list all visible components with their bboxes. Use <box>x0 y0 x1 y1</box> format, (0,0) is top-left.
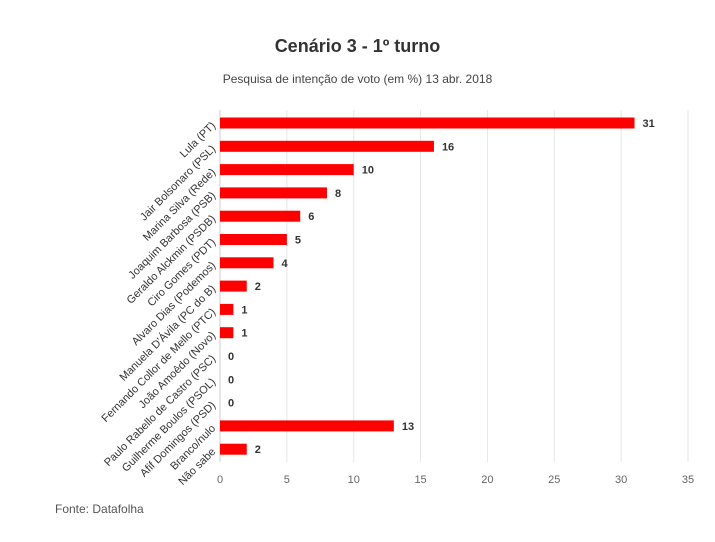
data-label: 4 <box>281 258 288 270</box>
data-label: 1 <box>241 328 247 340</box>
x-tick-label: 5 <box>284 474 290 486</box>
data-label: 13 <box>402 421 414 433</box>
bar <box>220 280 247 292</box>
x-tick-label: 0 <box>217 474 223 486</box>
data-label: 5 <box>295 235 301 247</box>
x-tick-label: 25 <box>548 474 560 486</box>
x-tick-label: 10 <box>348 474 360 486</box>
chart-title: Cenário 3 - 1º turno <box>274 36 441 56</box>
bar <box>220 140 434 152</box>
bar <box>220 443 247 455</box>
data-label: 2 <box>255 444 261 456</box>
x-tick-label: 30 <box>615 474 627 486</box>
data-label: 0 <box>228 351 234 363</box>
data-label: 2 <box>255 281 261 293</box>
data-label: 6 <box>308 211 314 223</box>
data-label: 1 <box>241 304 247 316</box>
data-label: 16 <box>442 141 454 153</box>
chart-subtitle: Pesquisa de intenção de voto (em %) 13 a… <box>222 72 493 86</box>
data-label: 31 <box>643 118 655 130</box>
bar <box>220 327 234 339</box>
x-tick-label: 35 <box>682 474 694 486</box>
bar <box>220 210 301 222</box>
data-label: 0 <box>228 374 234 386</box>
bar <box>220 257 274 269</box>
chart-source: Fonte: Datafolha <box>55 502 144 516</box>
bar <box>220 420 394 432</box>
data-label: 0 <box>228 398 234 410</box>
data-label: 10 <box>362 165 374 177</box>
bar <box>220 303 234 315</box>
data-label: 8 <box>335 188 341 200</box>
x-tick-label: 20 <box>481 474 493 486</box>
bar <box>220 187 327 199</box>
bar <box>220 117 635 129</box>
bar <box>220 164 354 176</box>
bar <box>220 234 287 245</box>
x-tick-label: 15 <box>414 474 426 486</box>
